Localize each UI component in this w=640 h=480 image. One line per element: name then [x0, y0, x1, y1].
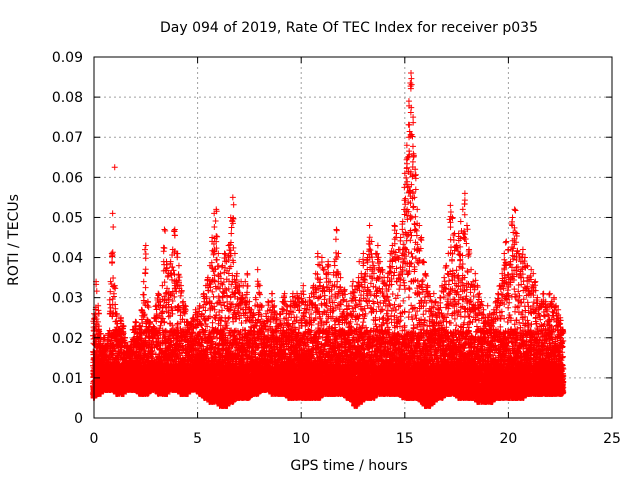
data-points [90, 70, 567, 409]
data-point [92, 314, 99, 321]
data-point [95, 323, 102, 330]
data-point [97, 330, 104, 337]
data-point [95, 327, 102, 334]
data-point [93, 288, 100, 295]
data-point [95, 302, 102, 309]
data-point [95, 310, 102, 317]
data-point [94, 318, 101, 325]
